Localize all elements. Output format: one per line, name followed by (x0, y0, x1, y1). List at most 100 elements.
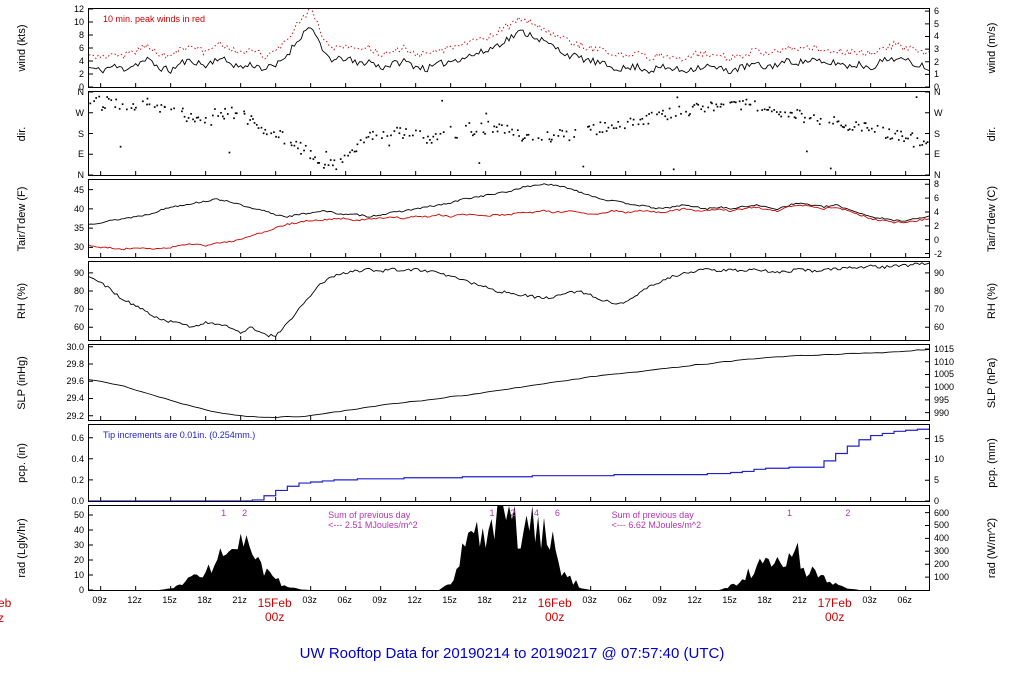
slp-ytick-right: 1010 (934, 356, 955, 367)
slp-plot (89, 345, 929, 420)
wind-ytick-right: 1 (934, 69, 940, 80)
slp-ytick-left: 29.8 (66, 358, 84, 369)
pcp-ytick-left: 0.2 (71, 474, 84, 485)
slp-ytick-right: 1015 (934, 343, 955, 354)
rh-right-axis-label: RH (%) (986, 282, 998, 320)
rad-ytick-right: 200 (934, 559, 950, 570)
rad-ytick-left: 30 (73, 539, 84, 550)
wind-plot (89, 9, 929, 87)
tair-ytick-right: 6 (934, 193, 940, 204)
wind-ytick-left: 12 (73, 4, 84, 14)
wind-annotation: 10 min. peak winds in red (103, 14, 206, 24)
dir-ytick-right: E (934, 149, 941, 160)
wind-ytick-left: 10 (73, 17, 84, 28)
dir-ytick-right: S (934, 128, 941, 139)
x-tick-label: 15z (722, 595, 737, 605)
pcp-right-axis-label: pcp. (mm) (986, 438, 998, 488)
slp-left-axis-label: SLP (inHg) (16, 355, 28, 410)
dir-ytick-left: W (75, 107, 85, 118)
date-label: 16Feb 00z (537, 596, 572, 624)
pcp-ytick-left: 0.4 (71, 453, 84, 464)
rad-left-axis-label: rad (Lgly/hr) (16, 518, 28, 578)
tair-ytick-right: 0 (934, 234, 940, 245)
dir-left-axis-label: dir. (16, 126, 28, 141)
slp-panel (88, 344, 930, 421)
rh-panel (88, 261, 930, 341)
clipped-date-label: eb z (0, 596, 11, 626)
date-label: 17Feb 00z (817, 596, 852, 624)
x-tick-label: 12z (127, 595, 142, 605)
tair-ytick-right: -2 (934, 248, 943, 259)
pcp-panel: Tip increments are 0.01in. (0.254mm.) (88, 424, 930, 502)
x-tick-label: 12z (407, 595, 422, 605)
x-tick-label: 15z (442, 595, 457, 605)
rad-panel: Sum of previous day <--- 2.51 MJoules/m^2… (88, 505, 930, 591)
rh-ytick-left: 80 (73, 286, 84, 297)
rh-ytick-right: 60 (934, 322, 945, 333)
dir-ytick-left: S (77, 128, 84, 139)
rad-ytick-right: 600 (934, 507, 950, 518)
x-tick-label: 09z (652, 595, 667, 605)
x-tick-label: 09z (92, 595, 107, 605)
rad-ytick-left: 40 (73, 525, 84, 536)
dir-panel (88, 91, 930, 176)
tair-ytick-right: 8 (934, 179, 940, 190)
dir-ytick-left: N (77, 170, 85, 180)
rh-ytick-left: 90 (73, 267, 84, 278)
x-tick-label: 09z (372, 595, 387, 605)
x-tick-label: 21z (512, 595, 527, 605)
tair-left-axis-label: Tair/Tdew (F) (16, 186, 28, 251)
dir-right-axis-label: dir. (986, 126, 998, 141)
pcp-ytick-right: 10 (934, 454, 945, 465)
dir-ytick-left: N (77, 87, 85, 97)
slp-ytick-left: 29.2 (66, 410, 84, 421)
rad-interval-marker: 2 (242, 508, 248, 518)
wind-ytick-right: 2 (934, 56, 940, 67)
x-tick-label: 06z (897, 595, 912, 605)
pcp-ytick-left: 0.0 (71, 496, 84, 506)
dir-ytick-right: N (934, 87, 941, 97)
x-tick-label: 06z (617, 595, 632, 605)
rad-ytick-left: 10 (73, 569, 84, 580)
rad-interval-marker: 2 (845, 508, 851, 518)
slp-ytick-left: 29.6 (66, 376, 84, 387)
pcp-annotation: Tip increments are 0.01in. (0.254mm.) (103, 430, 256, 440)
rh-left-axis-label: RH (%) (16, 282, 28, 320)
wind-ytick-right: 6 (934, 6, 940, 17)
wind-ytick-right: 3 (934, 44, 940, 55)
tair-plot (89, 180, 929, 257)
clipped-date-line2: z (0, 611, 4, 625)
dir-plot (89, 92, 929, 175)
x-tick-label: 15z (162, 595, 177, 605)
dir-ytick-left: E (77, 149, 84, 160)
wind-ytick-left: 8 (78, 29, 84, 40)
rad-ytick-right: 400 (934, 533, 950, 544)
rad-right-axis-label: rad (W/m^2) (986, 517, 998, 579)
pcp-plot (89, 425, 929, 501)
dir-ytick-right: W (934, 107, 943, 118)
pcp-ytick-right: 0 (934, 496, 940, 506)
rad-ytick-right: 300 (934, 546, 950, 557)
tair-ytick-right: 4 (934, 206, 940, 217)
wind-right-axis-label: wind (m/s) (986, 22, 998, 74)
date-label: 15Feb 00z (257, 596, 292, 624)
wind-ytick-left: 2 (78, 68, 84, 79)
pcp-left-axis-label: pcp. (in) (16, 443, 28, 483)
wind-ytick-left: 4 (78, 56, 84, 67)
rad-sum-annotation: Sum of previous day <--- 2.51 MJoules/m^2 (328, 510, 418, 530)
clipped-date-line1: eb (0, 596, 12, 610)
tair-ytick-right: 2 (934, 220, 940, 231)
slp-ytick-left: 29.4 (66, 393, 84, 404)
rad-ytick-left: 50 (73, 509, 84, 520)
dir-ytick-right: N (934, 170, 941, 180)
rad-interval-marker: 1 (221, 508, 227, 518)
x-tick-label: 18z (477, 595, 492, 605)
rh-plot (89, 262, 929, 340)
rad-interval-marker: 1 (787, 508, 793, 518)
tair-ytick-left: 35 (73, 223, 84, 234)
rad-sum-annotation: Sum of previous day <--- 6.62 MJoules/m^2 (611, 510, 702, 530)
rad-ytick-right: 100 (934, 572, 950, 583)
slp-right-axis-label: SLP (hPa) (986, 357, 998, 408)
rad-interval-marker: 1 (489, 508, 495, 518)
x-tick-label: 12z (687, 595, 702, 605)
